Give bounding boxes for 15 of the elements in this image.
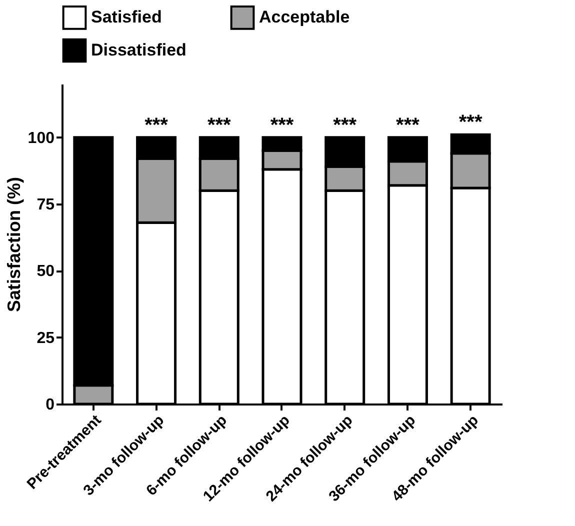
annotation: ***	[458, 112, 482, 134]
legend-label: Dissatisfied	[91, 40, 186, 60]
annotation: ***	[207, 114, 232, 136]
annotation: ***	[270, 114, 294, 136]
y-tick-label: 25	[36, 330, 55, 347]
y-tick-label: 0	[46, 396, 55, 414]
y-axis-title: Satisfaction (%)	[4, 176, 24, 312]
y-tick-label: 50	[36, 263, 55, 280]
annotation: ***	[333, 114, 357, 136]
y-tick-label: 100	[28, 130, 55, 147]
annotation: ***	[144, 114, 168, 136]
annotation: ***	[396, 114, 420, 136]
legend-label: Satisfied	[91, 8, 162, 27]
y-tick-label: 75	[36, 196, 55, 214]
legend-label: Acceptable	[259, 8, 350, 27]
